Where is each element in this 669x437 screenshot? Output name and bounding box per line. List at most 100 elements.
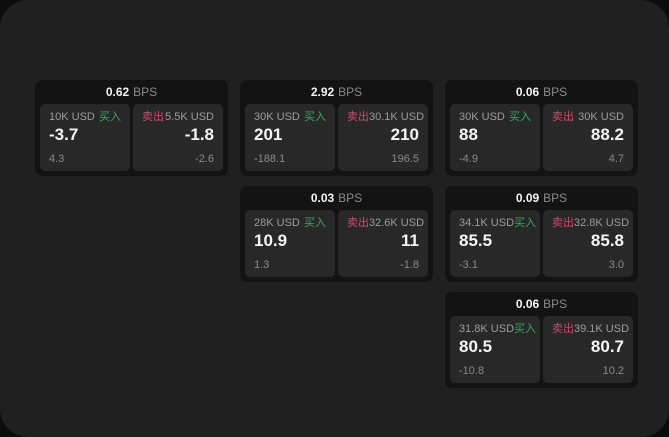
sell-delta: 3.0 — [608, 258, 624, 271]
bps-unit-label: BPS — [133, 85, 158, 99]
sell-delta: 10.2 — [602, 364, 624, 377]
bps-unit-label: BPS — [338, 85, 363, 99]
buy-price: 85.5 — [459, 231, 493, 251]
buy-tile[interactable]: 10K USD 买入 -3.7 4.3 — [40, 104, 130, 171]
sell-price: 85.8 — [590, 231, 624, 251]
sell-delta: 196.5 — [391, 152, 419, 165]
quote-card: 0.03 BPS 28K USD 买入 10.9 1.3 卖出 32.6K US… — [240, 186, 433, 282]
buy-side-label: 买入 — [99, 111, 121, 123]
sell-tile[interactable]: 卖出 39.1K USD 80.7 10.2 — [543, 316, 633, 383]
bps-header: 0.03 BPS — [240, 186, 433, 210]
buy-tile-header: 30K USD 买入 — [254, 111, 326, 123]
buy-tile-header: 28K USD 买入 — [254, 217, 326, 229]
quote-card-body: 10K USD 买入 -3.7 4.3 卖出 5.5K USD -1.8 -2.… — [35, 104, 228, 176]
sell-delta: 4.7 — [608, 152, 624, 165]
buy-tile-header: 34.1K USD 买入 — [459, 217, 536, 229]
bps-value: 2.92 — [310, 85, 335, 99]
sell-price: 88.2 — [590, 125, 624, 145]
buy-amount-label: 34.1K USD — [459, 217, 515, 229]
quote-card-body: 30K USD 买入 88 -4.9 卖出 30K USD 88.2 4.7 — [445, 104, 638, 176]
buy-delta: -10.8 — [459, 364, 485, 377]
buy-delta: 4.3 — [49, 152, 65, 165]
sell-side-label: 卖出 — [552, 323, 574, 335]
sell-side-label: 卖出 — [347, 111, 369, 123]
sell-tile-header: 卖出 39.1K USD — [552, 323, 629, 335]
sell-tile-header: 卖出 30.1K USD — [347, 111, 424, 123]
bps-unit-label: BPS — [338, 191, 363, 205]
buy-delta: -3.1 — [459, 258, 478, 271]
buy-price: 80.5 — [459, 337, 493, 357]
sell-amount-label: 5.5K USD — [165, 111, 214, 123]
buy-tile-header: 10K USD 买入 — [49, 111, 121, 123]
buy-amount-label: 31.8K USD — [459, 323, 515, 335]
buy-side-label: 买入 — [514, 323, 537, 335]
buy-tile-header: 31.8K USD 买入 — [459, 323, 536, 335]
buy-delta: -188.1 — [254, 152, 286, 165]
quote-card-body: 30K USD 买入 201 -188.1 卖出 30.1K USD 210 1… — [240, 104, 433, 176]
sell-tile-header: 卖出 30K USD — [552, 111, 624, 123]
buy-price: 10.9 — [254, 231, 288, 251]
sell-delta: -2.6 — [195, 152, 214, 165]
quote-card: 0.62 BPS 10K USD 买入 -3.7 4.3 卖出 5.5K USD — [35, 80, 228, 176]
buy-delta: 1.3 — [254, 258, 270, 271]
bps-header: 0.06 BPS — [445, 292, 638, 316]
quote-card: 0.06 BPS 31.8K USD 买入 80.5 -10.8 卖出 39.1… — [445, 292, 638, 388]
quote-card-body: 34.1K USD 买入 85.5 -3.1 卖出 32.8K USD 85.8… — [445, 210, 638, 282]
sell-amount-label: 39.1K USD — [574, 323, 630, 335]
buy-amount-label: 10K USD — [49, 111, 95, 123]
sell-tile-header: 卖出 32.6K USD — [347, 217, 424, 229]
bps-unit-label: BPS — [543, 191, 568, 205]
sell-tile-header: 卖出 32.8K USD — [552, 217, 629, 229]
buy-tile[interactable]: 30K USD 买入 88 -4.9 — [450, 104, 540, 171]
sell-amount-label: 32.6K USD — [369, 217, 425, 229]
bps-value: 0.03 — [310, 191, 335, 205]
sell-price: 210 — [390, 125, 419, 145]
buy-side-label: 买入 — [514, 217, 537, 229]
sell-side-label: 卖出 — [142, 111, 164, 123]
buy-tile[interactable]: 30K USD 买入 201 -188.1 — [245, 104, 335, 171]
quote-card: 0.09 BPS 34.1K USD 买入 85.5 -3.1 卖出 32.8K… — [445, 186, 638, 282]
sell-tile[interactable]: 卖出 30.1K USD 210 196.5 — [338, 104, 428, 171]
sell-tile[interactable]: 卖出 5.5K USD -1.8 -2.6 — [133, 104, 223, 171]
buy-price: -3.7 — [49, 125, 79, 145]
sell-tile[interactable]: 卖出 32.6K USD 11 -1.8 — [338, 210, 428, 277]
bps-header: 0.06 BPS — [445, 80, 638, 104]
buy-amount-label: 30K USD — [459, 111, 505, 123]
buy-amount-label: 28K USD — [254, 217, 300, 229]
sell-price: 80.7 — [590, 337, 624, 357]
sell-tile[interactable]: 卖出 30K USD 88.2 4.7 — [543, 104, 633, 171]
buy-delta: -4.9 — [459, 152, 478, 165]
buy-tile-header: 30K USD 买入 — [459, 111, 531, 123]
sell-price: -1.8 — [184, 125, 214, 145]
bps-value: 0.62 — [105, 85, 130, 99]
bps-value: 0.06 — [515, 85, 540, 99]
sell-amount-label: 30K USD — [578, 111, 624, 123]
sell-amount-label: 30.1K USD — [369, 111, 425, 123]
bps-header: 0.62 BPS — [35, 80, 228, 104]
sell-tile[interactable]: 卖出 32.8K USD 85.8 3.0 — [543, 210, 633, 277]
buy-price: 88 — [459, 125, 478, 145]
buy-price: 201 — [254, 125, 283, 145]
bps-value: 0.09 — [515, 191, 540, 205]
quote-card: 0.06 BPS 30K USD 买入 88 -4.9 卖出 30K USD — [445, 80, 638, 176]
buy-side-label: 买入 — [304, 217, 326, 229]
buy-tile[interactable]: 28K USD 买入 10.9 1.3 — [245, 210, 335, 277]
bps-header: 2.92 BPS — [240, 80, 433, 104]
sell-side-label: 卖出 — [347, 217, 369, 229]
sell-delta: -1.8 — [400, 258, 419, 271]
sell-price: 11 — [401, 231, 419, 251]
bps-unit-label: BPS — [543, 297, 568, 311]
bps-header: 0.09 BPS — [445, 186, 638, 210]
sell-side-label: 卖出 — [552, 111, 574, 123]
sell-amount-label: 32.8K USD — [574, 217, 630, 229]
bps-value: 0.06 — [515, 297, 540, 311]
sell-tile-header: 卖出 5.5K USD — [142, 111, 214, 123]
sell-side-label: 卖出 — [552, 217, 574, 229]
buy-amount-label: 30K USD — [254, 111, 300, 123]
buy-tile[interactable]: 34.1K USD 买入 85.5 -3.1 — [450, 210, 540, 277]
buy-side-label: 买入 — [509, 111, 531, 123]
buy-tile[interactable]: 31.8K USD 买入 80.5 -10.8 — [450, 316, 540, 383]
quote-card: 2.92 BPS 30K USD 买入 201 -188.1 卖出 30.1K … — [240, 80, 433, 176]
